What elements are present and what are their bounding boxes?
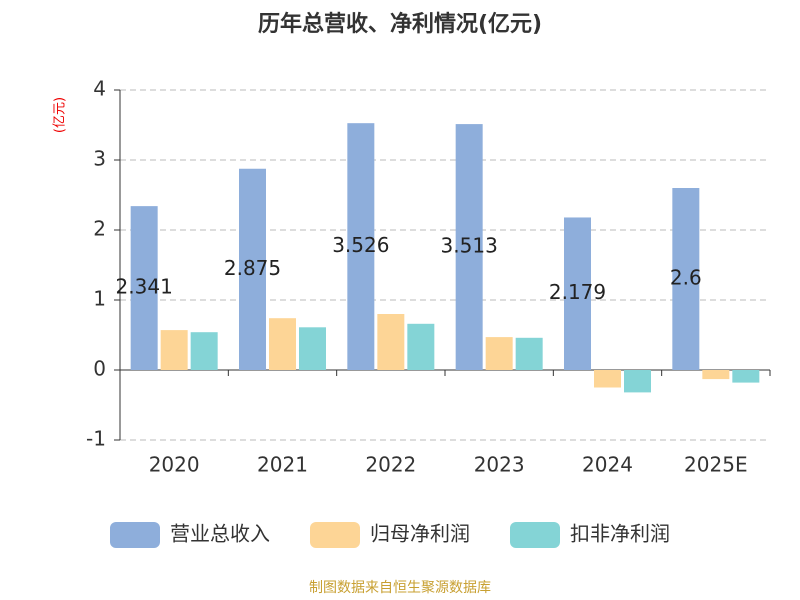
bar bbox=[347, 123, 375, 371]
data-label: 2.179 bbox=[549, 280, 606, 304]
bar bbox=[299, 327, 326, 370]
data-label: 3.513 bbox=[441, 234, 498, 258]
data-label: 2.875 bbox=[224, 256, 281, 280]
bar bbox=[594, 370, 621, 388]
legend-swatch bbox=[110, 522, 160, 548]
y-tick-label: 4 bbox=[93, 77, 106, 101]
y-axis-label: (亿元) bbox=[53, 97, 68, 133]
y-tick-label: 1 bbox=[93, 287, 106, 311]
legend-label: 营业总收入 bbox=[170, 522, 270, 546]
x-tick-label: 2020 bbox=[149, 453, 200, 477]
bar bbox=[190, 332, 218, 370]
x-tick-label: 2025E bbox=[684, 453, 748, 477]
bar bbox=[269, 318, 296, 370]
x-tick-label: 2022 bbox=[365, 453, 416, 477]
y-tick-label: 3 bbox=[93, 147, 106, 171]
legend-label: 扣非净利润 bbox=[570, 522, 670, 546]
chart-title: 历年总营收、净利情况(亿元) bbox=[258, 11, 542, 37]
source-note: 制图数据来自恒生聚源数据库 bbox=[309, 580, 491, 596]
bar bbox=[672, 188, 700, 370]
bar bbox=[624, 370, 651, 393]
bar bbox=[239, 168, 266, 370]
legend-swatch bbox=[510, 522, 560, 548]
legend-label: 归母净利润 bbox=[370, 522, 470, 546]
data-label: 2.6 bbox=[670, 266, 702, 290]
bar bbox=[702, 370, 730, 380]
y-tick-label: 2 bbox=[93, 217, 106, 241]
x-tick-label: 2024 bbox=[582, 453, 633, 477]
data-label: 2.341 bbox=[116, 275, 173, 299]
legend-swatch bbox=[310, 522, 360, 548]
y-tick-label: 0 bbox=[93, 357, 106, 381]
bar bbox=[485, 337, 513, 370]
bar bbox=[732, 370, 760, 383]
bar bbox=[377, 314, 405, 370]
bar bbox=[130, 206, 158, 370]
data-label: 3.526 bbox=[332, 233, 389, 257]
y-tick-label: -1 bbox=[86, 427, 106, 451]
x-tick-label: 2021 bbox=[257, 453, 308, 477]
bar bbox=[515, 337, 543, 370]
bar bbox=[160, 330, 188, 370]
x-tick-label: 2023 bbox=[474, 453, 525, 477]
bar bbox=[407, 323, 435, 370]
bar bbox=[564, 217, 591, 370]
bar bbox=[455, 124, 483, 370]
